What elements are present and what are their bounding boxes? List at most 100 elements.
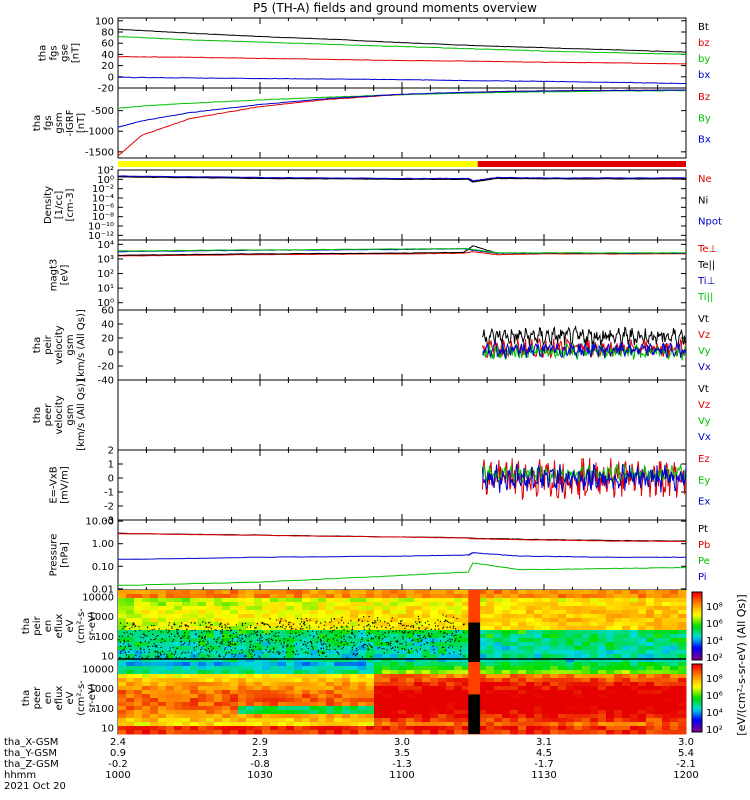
density-tick-label: 10⁻¹⁰ <box>88 222 114 233</box>
panel-labels: thafgsgse[nT]100806040200-20Btbzbybxthaf… <box>21 16 722 734</box>
mode-bar-slow <box>118 161 478 167</box>
fgs-legend-3: bx <box>698 70 710 81</box>
efield-series-2 <box>482 463 687 493</box>
peer-ylabel: thapeervelocitygsm[km/s (All Qs)] <box>32 379 87 451</box>
peer_en-tick-label: 1000 <box>89 684 114 695</box>
peer-legend-2: Vy <box>698 416 711 427</box>
pressure-legend-2: Pe <box>698 556 710 567</box>
efield-ylabel: E=-VxB[mV/m] <box>49 466 71 504</box>
colorbar-bottom <box>691 663 703 733</box>
peir-tick-label: 60 <box>101 306 114 317</box>
colorbar-tick: 10⁶ <box>706 619 723 630</box>
peer-legend-0: Vt <box>698 384 709 395</box>
fgs-tick-label: 0 <box>108 72 114 83</box>
peer-legend-3: Vx <box>698 432 711 443</box>
ephem-value: 1000 <box>105 770 130 781</box>
fgs-tick-label: 60 <box>101 39 114 50</box>
ephem-value: 2.3 <box>252 748 268 759</box>
pressure-series-1 <box>118 533 687 543</box>
fgs_gsm-series-2 <box>117 89 687 128</box>
density-legend-1: Ni <box>698 195 708 206</box>
temp-ylabel: magt3[eV] <box>49 259 71 292</box>
peer_en-tick-label: 10 <box>101 724 114 735</box>
colorbar-tick: 10⁸ <box>706 602 723 613</box>
pressure-series-3 <box>118 551 687 560</box>
efield-tick-label: 1 <box>108 460 114 471</box>
pressure-tick-label: 1.00 <box>92 539 114 550</box>
colorbar-top <box>691 591 703 661</box>
fgs-series-3 <box>117 76 686 85</box>
pressure-tick-label: 0.01 <box>92 584 114 595</box>
temp-series-0 <box>118 251 687 257</box>
pressure-ylabel: Pressure[nPa] <box>49 534 71 577</box>
peir-tick-label: -40 <box>98 376 114 387</box>
peir-tick-label: 20 <box>101 334 114 345</box>
ephem-label-x: tha_X-GSM <box>4 737 58 748</box>
fgs_gsm-legend-0: Bz <box>698 92 710 103</box>
ephem-value: -1.7 <box>534 759 554 770</box>
efield-tick-label: -3 <box>104 516 114 527</box>
figure-title: P5 (TH-A) fields and ground moments over… <box>253 1 537 15</box>
temp-legend-1: Te|| <box>697 260 715 271</box>
colorbar-tick: 10⁸ <box>706 674 723 685</box>
peir-tick-label: 40 <box>101 320 114 331</box>
fgs_gsm-ylabel: thafgsgsm-IGRF[nT] <box>32 109 87 136</box>
ephem-value: 1200 <box>673 770 698 781</box>
fgs-tick-label: 20 <box>101 61 114 72</box>
density-tick-label: 10⁻⁸ <box>92 212 114 223</box>
ephem-value: 1100 <box>389 770 414 781</box>
density-legend-0: Ne <box>698 174 712 185</box>
peir-series-0 <box>482 324 687 347</box>
density-tick-label: 10² <box>97 166 114 177</box>
temp-series-3 <box>117 247 687 254</box>
density-tick-label: 10⁰ <box>97 175 114 186</box>
fgs-tick-label: 80 <box>101 28 114 39</box>
fgs_gsm-series-1 <box>117 90 687 109</box>
pressure-tick-label: 0.10 <box>92 562 114 573</box>
peir_en-tick-label: 10 <box>101 652 114 663</box>
pressure-panel-frame <box>117 519 687 591</box>
ephem-value: -2.1 <box>676 759 696 770</box>
peer_en-tick-label: 100 <box>95 704 114 715</box>
ephem-label-y: tha_Y-GSM <box>4 748 57 759</box>
peir-legend-3: Vx <box>698 362 711 373</box>
density-tick-label: 10⁻⁴ <box>92 194 114 205</box>
ephem-value: -0.2 <box>108 759 128 770</box>
density-series-1 <box>117 176 687 183</box>
efield-legend-1: Ey <box>698 475 710 486</box>
density-series-2 <box>117 175 687 182</box>
density-tick-label: 10⁻¹² <box>88 231 114 242</box>
ephem-value: 3.0 <box>678 737 694 748</box>
ephemeris-block: tha_X-GSM tha_Y-GSM tha_Z-GSM hhmm 2021 … <box>4 737 66 792</box>
temp-tick-label: 10⁰ <box>97 298 114 309</box>
pressure-legend-0: Pt <box>698 524 708 535</box>
temp-tick-label: 10⁴ <box>97 240 114 251</box>
fgs_gsm-tick-label: -1500 <box>85 147 114 158</box>
temp-legend-0: Te⊥ <box>697 244 717 255</box>
temp-tick-label: 10² <box>97 269 114 280</box>
peer_en-tick-label: 10000 <box>82 664 114 675</box>
colorbar-tick: 10⁴ <box>706 636 723 647</box>
colorbar-tick: 10² <box>706 653 723 664</box>
ephem-value: 2.4 <box>110 737 126 748</box>
ephem-value: 4.5 <box>536 748 552 759</box>
peer_en-spectrogram <box>118 662 687 735</box>
mode-bar-fast <box>477 161 686 167</box>
date-label: 2021 Oct 20 <box>4 781 66 792</box>
fgs-legend-2: by <box>698 54 710 65</box>
fgs-panel-frame <box>117 17 687 89</box>
ephem-value: 3.5 <box>394 748 410 759</box>
fgs-tick-label: 40 <box>101 50 114 61</box>
fgs_gsm-panel-frame <box>117 87 687 159</box>
peir_en-data-gap <box>468 622 481 662</box>
peir_en-spectrogram <box>118 590 687 663</box>
peir-legend-0: Vt <box>698 314 709 325</box>
ephem-value: 1130 <box>531 770 556 781</box>
efield-tick-label: 0 <box>108 474 114 485</box>
density-panel-frame <box>117 169 687 241</box>
efield-legend-0: Ez <box>698 454 710 465</box>
fgs_gsm-legend-2: Bx <box>698 135 711 146</box>
peer-panel-frame <box>117 379 687 451</box>
efield-tick-label: 2 <box>108 446 114 457</box>
fgs-series-2 <box>117 36 687 55</box>
